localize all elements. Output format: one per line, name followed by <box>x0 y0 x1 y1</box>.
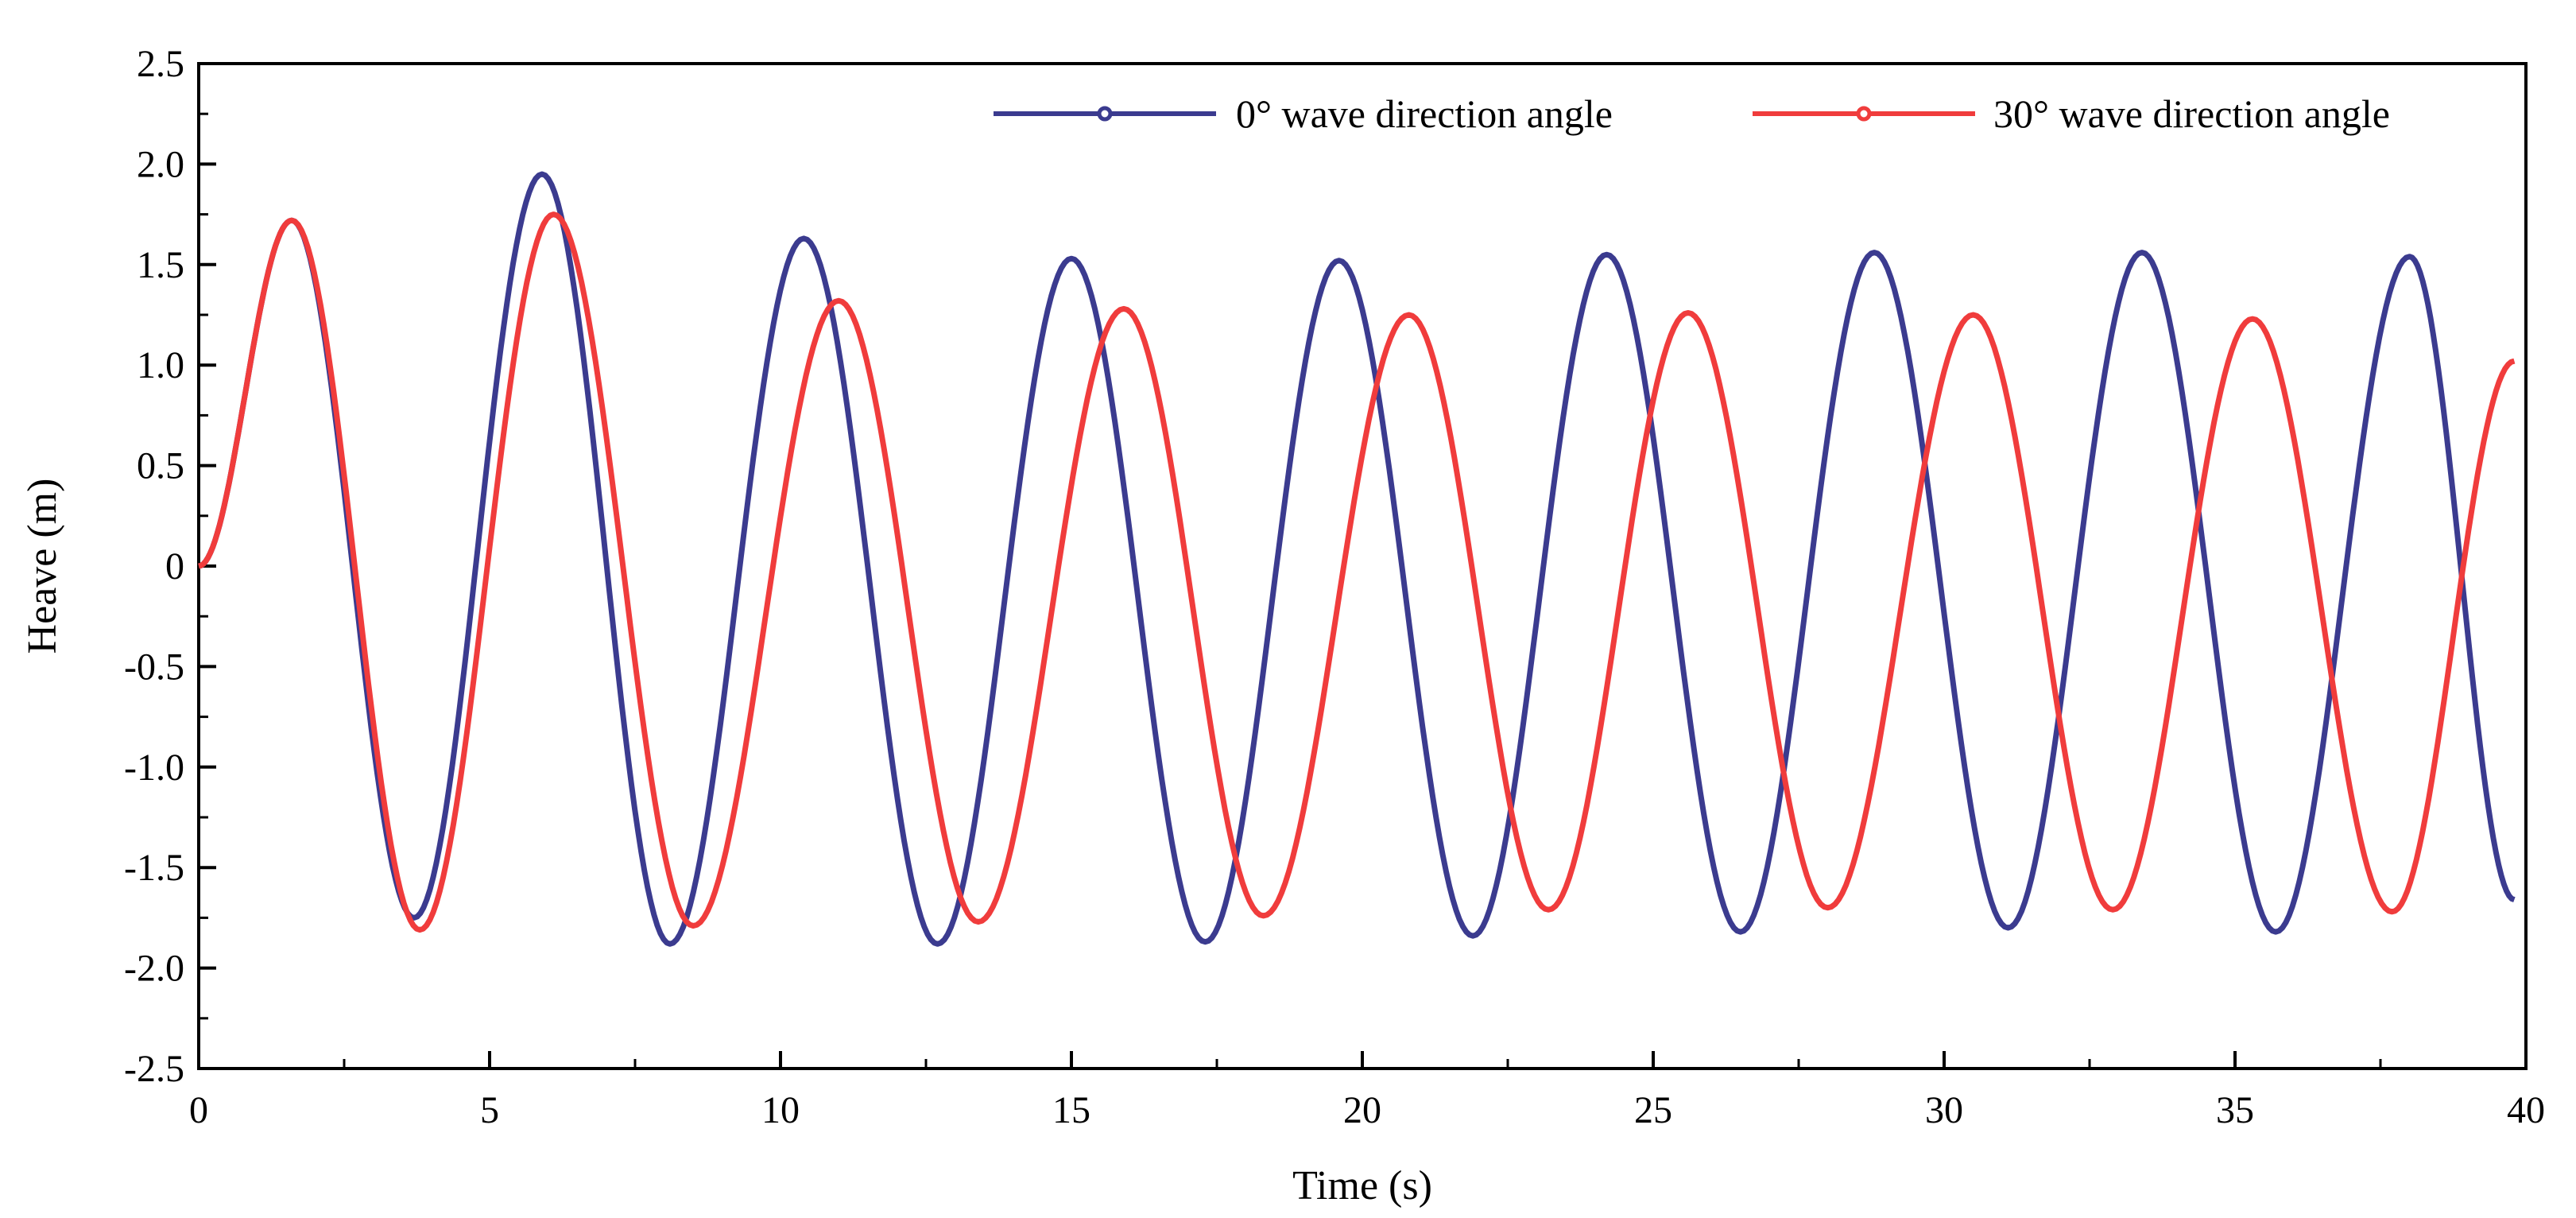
y-tick-label: -1.0 <box>124 747 184 789</box>
y-tick-label: -2.0 <box>124 948 184 990</box>
legend-marker-0deg <box>1097 106 1113 122</box>
y-tick-label: -0.5 <box>124 646 184 688</box>
y-axis-ticks: 2.5 2.0 1.5 1.0 0.5 0 -0.5 -1.0 -1.5 -2.0 -2.5 <box>124 43 216 1090</box>
x-tick-label: 0 <box>189 1089 208 1131</box>
x-tick-label: 15 <box>1052 1089 1090 1131</box>
y-tick-label: 2.0 <box>137 143 184 185</box>
x-tick-label: 25 <box>1634 1089 1672 1131</box>
y-axis-title: Heave (m) <box>20 479 65 654</box>
legend-marker-30deg <box>1856 106 1872 122</box>
series-line-0deg <box>198 171 2516 947</box>
y-tick-label: 1.0 <box>137 344 184 386</box>
y-tick-label: 2.5 <box>137 43 184 85</box>
y-tick-label: 0.5 <box>137 445 184 487</box>
x-tick-label: 10 <box>761 1089 800 1131</box>
y-tick-label: -1.5 <box>124 847 184 889</box>
x-tick-label: 5 <box>480 1089 499 1131</box>
legend-label-30deg: 30° wave direction angle <box>1993 91 2390 136</box>
x-axis-ticks: 0 5 10 15 20 25 30 35 40 <box>189 1051 2545 1131</box>
x-axis-title: Time (s) <box>1292 1163 1432 1208</box>
legend: 0° wave direction angle 30° wave directi… <box>994 91 2390 136</box>
y-tick-label: 0 <box>165 545 184 588</box>
series-line-30deg <box>198 211 2516 933</box>
y-tick-label: 1.5 <box>137 244 184 286</box>
legend-label-0deg: 0° wave direction angle <box>1236 91 1613 136</box>
x-tick-label: 40 <box>2507 1089 2545 1131</box>
y-tick-label: -2.5 <box>124 1048 184 1090</box>
series-layer <box>198 171 2516 947</box>
x-tick-label: 30 <box>1925 1089 1963 1131</box>
x-tick-label: 20 <box>1343 1089 1381 1131</box>
x-tick-label: 35 <box>2216 1089 2254 1131</box>
